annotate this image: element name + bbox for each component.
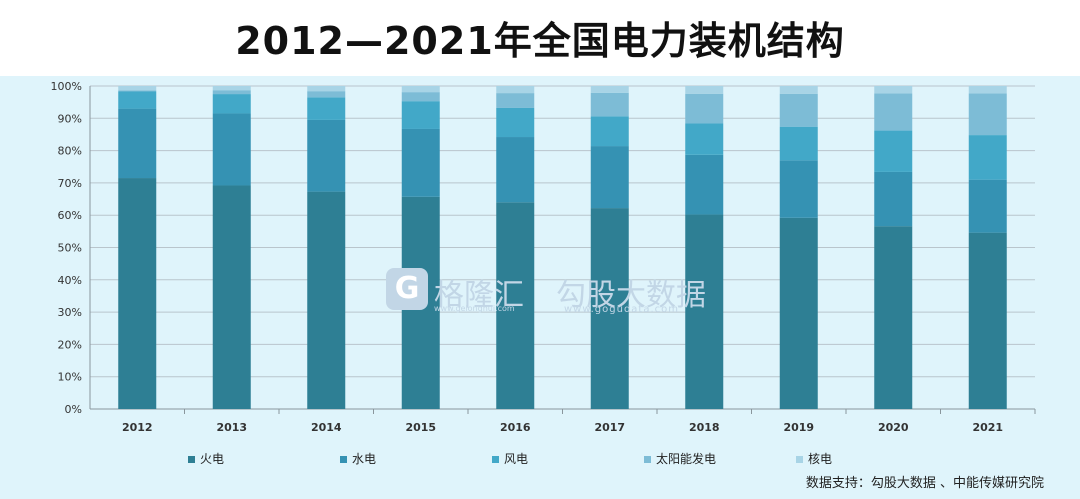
y-tick-label: 20% [58, 338, 82, 351]
legend-label: 风电 [504, 452, 528, 466]
y-tick-label: 50% [58, 242, 82, 255]
bar-水电-2018 [685, 154, 724, 215]
bar-风电-2017 [590, 116, 629, 147]
x-tick-label: 2014 [311, 421, 342, 434]
y-tick-label: 100% [51, 80, 82, 93]
bar-太阳能发电-2016 [496, 93, 535, 108]
legend-swatch [644, 456, 651, 463]
y-tick-label: 60% [58, 209, 82, 222]
x-tick-label: 2018 [689, 421, 720, 434]
bar-水电-2013 [212, 113, 251, 186]
legend-label: 太阳能发电 [656, 451, 716, 466]
bar-火电-2016 [496, 202, 535, 409]
legend-label: 火电 [200, 452, 224, 466]
source-note: 数据支持：勾股大数据 、中能传媒研究院 [805, 476, 1044, 491]
y-tick-label: 40% [58, 274, 82, 287]
bar-火电-2015 [401, 196, 440, 409]
bar-太阳能发电-2017 [590, 92, 629, 117]
bar-水电-2016 [496, 137, 535, 203]
bar-核电-2013 [212, 86, 251, 91]
bar-火电-2014 [307, 191, 346, 409]
bar-风电-2021 [968, 135, 1007, 180]
x-tick-label: 2021 [972, 421, 1003, 434]
y-tick-label: 0% [65, 403, 82, 416]
bar-水电-2017 [590, 146, 629, 209]
legend-swatch [796, 456, 803, 463]
bar-核电-2021 [968, 86, 1007, 94]
bar-核电-2018 [685, 86, 724, 94]
bar-火电-2013 [212, 185, 251, 409]
legend-swatch [188, 456, 195, 463]
bar-风电-2013 [212, 94, 251, 114]
legend-label: 水电 [352, 452, 376, 466]
bar-火电-2018 [685, 214, 724, 409]
bar-水电-2019 [779, 160, 818, 218]
bar-火电-2021 [968, 232, 1007, 409]
bar-风电-2015 [401, 101, 440, 129]
y-tick-label: 90% [58, 112, 82, 125]
chart-title: 2012—2021年全国电力装机结构 [235, 19, 845, 63]
y-tick-label: 30% [58, 306, 82, 319]
legend-label: 核电 [808, 452, 832, 466]
x-tick-label: 2019 [783, 421, 814, 434]
x-tick-label: 2013 [216, 421, 247, 434]
bar-水电-2015 [401, 128, 440, 197]
bar-太阳能发电-2019 [779, 93, 818, 127]
x-tick-label: 2015 [405, 421, 436, 434]
bar-火电-2017 [590, 208, 629, 409]
bar-火电-2020 [874, 226, 913, 409]
bar-太阳能发电-2013 [212, 90, 251, 95]
bar-水电-2021 [968, 179, 1007, 233]
bar-水电-2014 [307, 119, 346, 192]
bar-太阳能发电-2021 [968, 93, 1007, 136]
bar-太阳能发电-2015 [401, 92, 440, 102]
bar-太阳能发电-2020 [874, 93, 913, 131]
y-tick-label: 10% [58, 371, 82, 384]
bar-核电-2019 [779, 86, 818, 94]
legend-swatch [340, 456, 347, 463]
bar-风电-2012 [118, 91, 157, 109]
bar-风电-2020 [874, 130, 913, 172]
bar-风电-2014 [307, 97, 346, 120]
bar-水电-2020 [874, 171, 913, 227]
title-bar: 2012—2021年全国电力装机结构 [0, 0, 1080, 76]
bar-风电-2016 [496, 107, 535, 138]
bar-火电-2019 [779, 217, 818, 409]
legend-swatch [492, 456, 499, 463]
x-tick-label: 2020 [878, 421, 909, 434]
bar-水电-2012 [118, 108, 157, 179]
x-tick-label: 2017 [594, 421, 625, 434]
bar-太阳能发电-2018 [685, 93, 724, 124]
y-tick-label: 80% [58, 145, 82, 158]
bar-核电-2012 [118, 86, 157, 91]
bar-太阳能发电-2012 [118, 90, 157, 92]
bar-风电-2019 [779, 126, 818, 161]
y-tick-label: 70% [58, 177, 82, 190]
bar-风电-2018 [685, 123, 724, 155]
bar-核电-2015 [401, 86, 440, 93]
x-tick-label: 2016 [500, 421, 531, 434]
bar-核电-2014 [307, 86, 346, 92]
bar-核电-2016 [496, 86, 535, 94]
bar-火电-2012 [118, 178, 157, 409]
bar-核电-2017 [590, 86, 629, 93]
bar-核电-2020 [874, 86, 913, 94]
x-tick-label: 2012 [122, 421, 153, 434]
bar-太阳能发电-2014 [307, 91, 346, 98]
